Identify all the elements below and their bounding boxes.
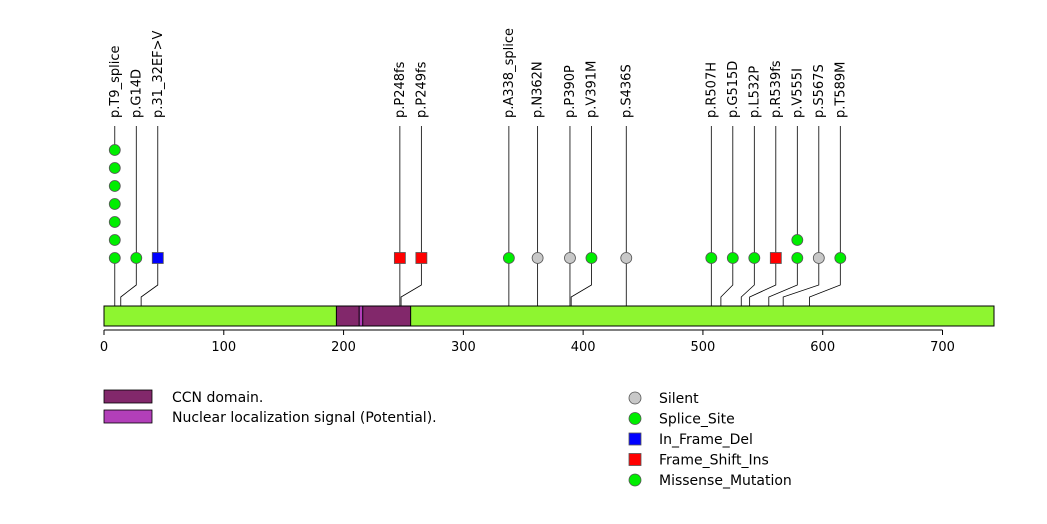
mutation-connector [120, 258, 137, 306]
mutation-label: p.S567S [812, 64, 827, 118]
mutation-lollipop: p.31_32EF>V [140, 30, 166, 306]
mutation-label: p.N362N [531, 61, 546, 118]
legend-type-label: In_Frame_Del [659, 432, 753, 448]
mutation-marker [108, 216, 121, 228]
mutation-marker [108, 180, 121, 192]
mutation-marker [812, 252, 825, 264]
mutation-marker [108, 198, 121, 210]
mutation-marker [108, 144, 121, 156]
mutation-marker [108, 252, 121, 264]
mutation-connector [140, 258, 159, 306]
mutation-lollipop: p.P390P [563, 65, 578, 306]
legend-domain-label: CCN domain. [172, 390, 263, 406]
mutation-marker [791, 252, 804, 264]
mutation-lollipop: p.G515D [720, 61, 741, 306]
mutation-label: p.G14D [129, 69, 144, 118]
mutation-marker [620, 252, 633, 264]
mutation-label: p.31_32EF>V [151, 30, 166, 118]
protein-bar [103, 305, 995, 327]
mutation-lollipop: p.P248fs [393, 61, 408, 306]
mutation-connector [809, 258, 841, 306]
x-tick-label: 200 [331, 340, 356, 355]
legend-type-label: Frame_Shift_Ins [659, 453, 769, 469]
mutation-marker [564, 252, 576, 264]
x-tick-label: 100 [211, 340, 236, 355]
legend-domain-swatch [103, 409, 153, 424]
mutation-connector [400, 258, 422, 306]
mutation-label: p.P248fs [393, 61, 408, 118]
mutation-lollipop: p.S567S [782, 64, 827, 306]
mutation-marker [502, 252, 515, 264]
mutation-lollipop: p.T589M [809, 62, 848, 306]
mutation-label: p.A338_splice [502, 28, 517, 118]
mutation-label: p.R507H [704, 62, 719, 118]
mutation-connector [749, 258, 777, 306]
mutation-connector [720, 258, 734, 306]
x-tick-label: 600 [810, 340, 835, 355]
legend-type-marker [628, 412, 642, 425]
mutation-connector [740, 258, 755, 306]
mutation-label: p.V391M [584, 61, 599, 118]
mutation-connector [782, 258, 820, 306]
mutation-label: p.T9_splice [108, 46, 123, 118]
domain-0 [335, 305, 412, 327]
mutation-marker [108, 162, 121, 174]
mutation-marker [791, 234, 804, 246]
mutation-marker [130, 252, 143, 264]
mutation-marker [393, 252, 406, 264]
domain-1 [358, 305, 364, 327]
legend-type-label: Silent [659, 391, 699, 407]
x-tick-label: 300 [451, 340, 476, 355]
legend-type-label: Missense_Mutation [659, 473, 792, 489]
mutation-marker [108, 234, 121, 246]
mutation-marker [726, 252, 739, 264]
mutation-marker [415, 252, 428, 264]
mutation-connector [570, 258, 592, 306]
mutation-label: p.V555I [790, 68, 805, 118]
legend-type-label: Splice_Site [659, 412, 735, 428]
mutation-lollipop: p.V555I [768, 68, 805, 306]
x-tick-label: 0 [100, 340, 108, 355]
mutation-lollipop: p.A338_splice [502, 28, 517, 306]
mutation-lollipop: p.P249fs [400, 61, 429, 306]
mutation-marker [748, 252, 761, 264]
mutation-connector [768, 258, 798, 306]
mutation-label: p.T589M [833, 62, 848, 118]
mutation-lollipop: p.G14D [120, 69, 144, 306]
mutation-lollipop: p.R539fs [749, 60, 784, 306]
mutation-marker [769, 252, 782, 264]
mutation-marker [151, 252, 164, 264]
mutation-label: p.S436S [619, 64, 634, 118]
mutation-lollipop: p.S436S [619, 64, 634, 306]
mutation-lollipop: p.L532P [740, 66, 762, 306]
x-tick-label: 400 [571, 340, 596, 355]
mutation-label: p.G515D [726, 61, 741, 118]
mutation-lollipop: p.V391M [570, 61, 599, 306]
mutation-marker [585, 252, 598, 264]
mutation-label: p.P249fs [414, 61, 429, 118]
legend-type-marker [628, 453, 642, 466]
legend-domain-swatch [103, 389, 153, 404]
mutation-lollipop: p.N362N [531, 61, 546, 306]
legend-type-marker [628, 391, 642, 405]
mutation-label: p.P390P [563, 65, 578, 118]
legend-type-marker [628, 432, 642, 446]
legend-type-marker [628, 473, 642, 487]
mutation-marker [705, 252, 718, 264]
legend-domain-label: Nuclear localization signal (Potential). [172, 410, 437, 426]
mutation-marker [834, 252, 847, 264]
mutation-lollipop: p.T9_splice [108, 46, 123, 306]
mutation-marker [531, 252, 544, 264]
x-tick-label: 500 [691, 340, 716, 355]
mutation-lollipop: p.R507H [704, 62, 719, 306]
mutation-label: p.L532P [747, 66, 762, 118]
mutation-label: p.R539fs [769, 60, 784, 118]
x-tick-label: 700 [930, 340, 955, 355]
